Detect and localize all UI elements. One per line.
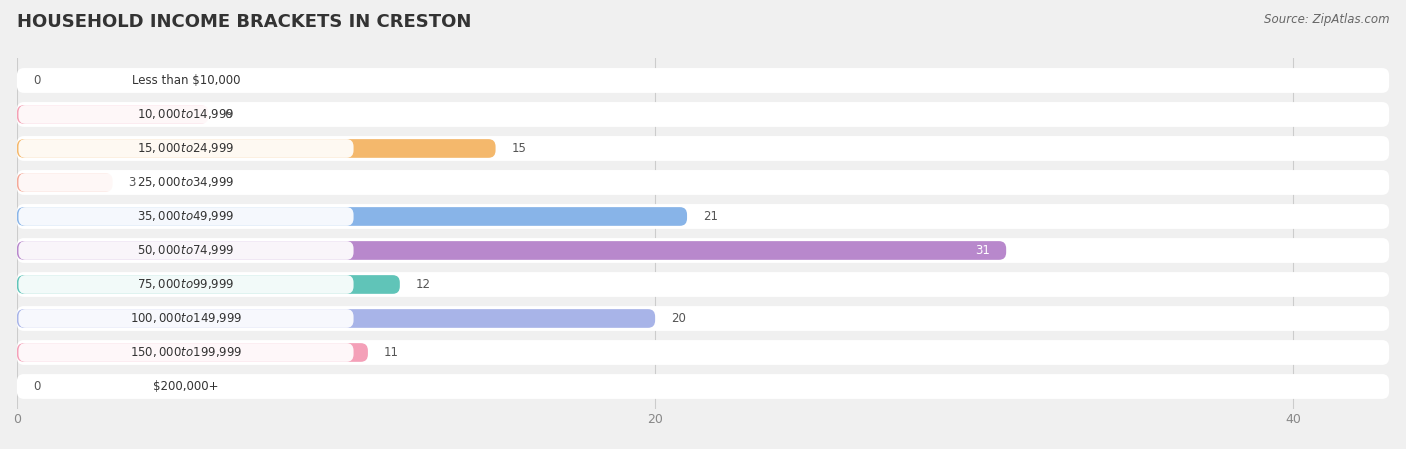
FancyBboxPatch shape xyxy=(18,105,353,124)
FancyBboxPatch shape xyxy=(17,275,399,294)
FancyBboxPatch shape xyxy=(17,309,655,328)
Text: $150,000 to $199,999: $150,000 to $199,999 xyxy=(129,345,242,360)
FancyBboxPatch shape xyxy=(17,241,1007,260)
Text: 21: 21 xyxy=(703,210,718,223)
FancyBboxPatch shape xyxy=(17,343,368,362)
Text: 0: 0 xyxy=(32,380,41,393)
FancyBboxPatch shape xyxy=(17,139,495,158)
FancyBboxPatch shape xyxy=(17,238,1389,263)
FancyBboxPatch shape xyxy=(17,374,1389,399)
FancyBboxPatch shape xyxy=(18,309,353,328)
FancyBboxPatch shape xyxy=(18,377,353,396)
Text: $200,000+: $200,000+ xyxy=(153,380,219,393)
FancyBboxPatch shape xyxy=(18,71,353,90)
Text: 12: 12 xyxy=(416,278,430,291)
FancyBboxPatch shape xyxy=(17,340,1389,365)
Text: HOUSEHOLD INCOME BRACKETS IN CRESTON: HOUSEHOLD INCOME BRACKETS IN CRESTON xyxy=(17,13,471,31)
Text: 20: 20 xyxy=(671,312,686,325)
FancyBboxPatch shape xyxy=(17,207,688,226)
Text: $15,000 to $24,999: $15,000 to $24,999 xyxy=(138,141,235,155)
FancyBboxPatch shape xyxy=(17,272,1389,297)
Text: $100,000 to $149,999: $100,000 to $149,999 xyxy=(129,312,242,326)
Text: 6: 6 xyxy=(225,108,232,121)
Text: 31: 31 xyxy=(976,244,990,257)
Text: Source: ZipAtlas.com: Source: ZipAtlas.com xyxy=(1264,13,1389,26)
Text: 11: 11 xyxy=(384,346,399,359)
FancyBboxPatch shape xyxy=(18,207,353,226)
Text: $35,000 to $49,999: $35,000 to $49,999 xyxy=(138,210,235,224)
FancyBboxPatch shape xyxy=(17,102,1389,127)
Text: 3: 3 xyxy=(128,176,136,189)
FancyBboxPatch shape xyxy=(17,173,112,192)
FancyBboxPatch shape xyxy=(17,306,1389,331)
Text: $25,000 to $34,999: $25,000 to $34,999 xyxy=(138,176,235,189)
FancyBboxPatch shape xyxy=(17,170,1389,195)
Text: $10,000 to $14,999: $10,000 to $14,999 xyxy=(138,107,235,122)
Text: $75,000 to $99,999: $75,000 to $99,999 xyxy=(138,277,235,291)
FancyBboxPatch shape xyxy=(18,139,353,158)
Text: Less than $10,000: Less than $10,000 xyxy=(132,74,240,87)
FancyBboxPatch shape xyxy=(18,343,353,362)
FancyBboxPatch shape xyxy=(18,241,353,260)
FancyBboxPatch shape xyxy=(18,173,353,192)
FancyBboxPatch shape xyxy=(17,68,1389,93)
FancyBboxPatch shape xyxy=(17,204,1389,229)
FancyBboxPatch shape xyxy=(18,275,353,294)
Text: $50,000 to $74,999: $50,000 to $74,999 xyxy=(138,243,235,257)
Text: 0: 0 xyxy=(32,74,41,87)
Text: 15: 15 xyxy=(512,142,526,155)
FancyBboxPatch shape xyxy=(17,136,1389,161)
FancyBboxPatch shape xyxy=(17,105,208,124)
